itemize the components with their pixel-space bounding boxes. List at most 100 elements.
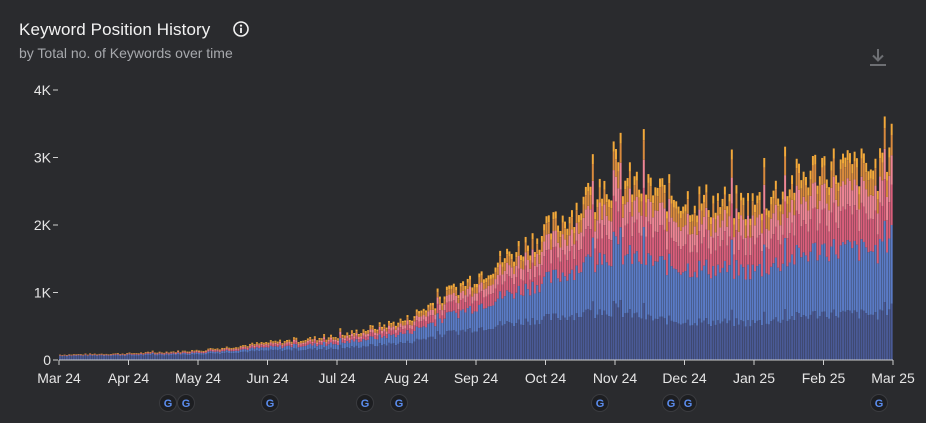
bar-segment <box>872 219 875 252</box>
bar-segment <box>381 326 383 329</box>
bar-segment <box>839 159 842 169</box>
bar-segment <box>714 212 717 220</box>
bar-segment <box>455 312 458 332</box>
bar-segment <box>670 217 673 238</box>
download-icon[interactable] <box>867 46 889 68</box>
google-icon[interactable]: G <box>679 394 697 412</box>
bar-segment <box>723 194 726 210</box>
bar-segment <box>547 314 550 360</box>
bar-segment <box>508 276 511 293</box>
bar-segment <box>235 347 238 348</box>
bar-segment <box>612 141 615 152</box>
bar-segment <box>374 330 377 333</box>
google-icon[interactable]: G <box>662 394 680 412</box>
bar-segment <box>647 221 650 254</box>
bar-segment <box>207 350 210 352</box>
google-icon[interactable]: G <box>261 394 279 412</box>
bar-segment <box>204 352 207 353</box>
bar-segment <box>191 350 194 352</box>
bar-segment <box>367 339 370 347</box>
bar-segment <box>140 355 143 360</box>
bar-segment <box>279 341 282 344</box>
bar-segment <box>800 317 803 360</box>
bar-segment <box>464 295 467 303</box>
bar-segment <box>804 255 807 317</box>
bar-segment <box>105 355 108 360</box>
info-icon[interactable] <box>233 21 249 37</box>
bar-segment <box>411 325 414 329</box>
bar-segment <box>821 167 824 185</box>
bar-segment <box>434 310 437 315</box>
bar-segment <box>100 355 103 360</box>
bar-segment <box>860 309 863 360</box>
google-icon[interactable]: G <box>356 394 374 412</box>
bar-segment <box>327 344 330 349</box>
bar-segment <box>318 339 321 341</box>
bar-segment <box>119 356 122 360</box>
bar-segment <box>248 344 251 346</box>
bar-segment <box>510 278 513 294</box>
bar-segment <box>394 327 397 330</box>
bar-segment <box>531 249 534 263</box>
bar-segment <box>825 179 828 189</box>
bar-segment <box>719 272 722 324</box>
bar-segment <box>788 212 791 234</box>
bar-segment <box>223 351 226 354</box>
bar-segment <box>513 298 516 327</box>
bar-segment <box>434 319 437 327</box>
bar-segment <box>448 294 451 302</box>
bar-segment <box>133 354 136 356</box>
bar-segment <box>487 329 490 360</box>
bar-segment <box>612 170 615 196</box>
bar-segment <box>665 231 668 250</box>
bar-segment <box>872 314 875 360</box>
google-icon[interactable]: G <box>591 394 609 412</box>
bar-segment <box>816 185 819 194</box>
bar-segment <box>272 346 275 351</box>
bar-segment <box>334 338 337 340</box>
y-tick-label: 2K <box>34 217 52 233</box>
bar-segment <box>647 198 650 222</box>
bar-segment <box>837 228 840 259</box>
bar-segment <box>640 235 643 264</box>
bar-segment <box>842 153 844 164</box>
bar-segment <box>311 343 314 346</box>
bar-segment <box>320 339 323 341</box>
bar-segment <box>309 338 312 340</box>
bar-segment <box>865 162 868 173</box>
bar-segment <box>466 308 469 330</box>
bar-segment <box>362 335 365 340</box>
bar-segment <box>478 304 481 328</box>
bar-segment <box>450 288 453 295</box>
bar-segment <box>367 336 370 340</box>
google-icon[interactable]: G <box>159 394 177 412</box>
bar-segment <box>218 349 221 351</box>
google-icon[interactable]: G <box>870 394 888 412</box>
bar-segment <box>253 344 256 345</box>
bar-segment <box>295 337 298 339</box>
bar-segment <box>791 199 794 223</box>
google-icon[interactable]: G <box>390 394 408 412</box>
bar-segment <box>401 322 404 326</box>
bar-segment <box>652 265 655 321</box>
bar-segment <box>306 342 309 345</box>
google-icon[interactable]: G <box>177 394 195 412</box>
bar-segment <box>596 314 599 360</box>
bar-segment <box>445 331 448 360</box>
bar-segment <box>246 346 249 348</box>
bar-segment <box>181 351 184 353</box>
bar-segment <box>883 179 886 221</box>
bar-segment <box>520 279 522 295</box>
bar-segment <box>691 214 694 222</box>
bar-segment <box>288 339 291 341</box>
bar-segment <box>605 314 608 360</box>
bar-segment <box>723 209 726 232</box>
bar-segment <box>631 216 634 237</box>
bar-segment <box>577 222 580 234</box>
bar-segment <box>267 344 270 346</box>
bar-segment <box>526 259 529 273</box>
bar-segment <box>387 320 390 323</box>
bar-segment <box>290 347 293 351</box>
bar-segment <box>823 243 826 312</box>
